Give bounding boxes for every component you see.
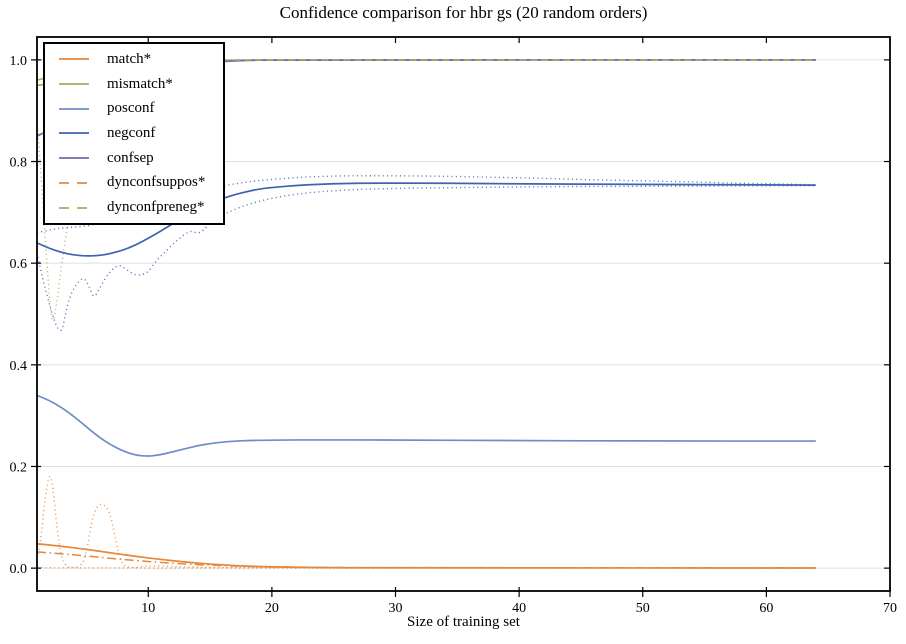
x-axis-label: Size of training set [407,614,520,630]
y-tick-label: 0.4 [10,359,28,374]
x-tick-label: 60 [759,601,773,616]
series-negconf [37,182,816,257]
x-tick-label: 10 [141,601,155,616]
legend-item-label: negconf [107,124,156,141]
x-tick-label: 50 [636,601,650,616]
legend-line-swatch [59,107,89,110]
y-tick-label: 0.6 [10,257,28,272]
axes-spines [36,36,891,592]
legend-item-label: mismatch* [107,75,173,92]
legend-item: mismatch* [55,72,223,96]
x-tick-label: 70 [883,601,897,616]
legend-item: dynconfsuppos* [55,171,223,195]
series-posconf [37,394,816,457]
x-tick-label: 40 [512,601,526,616]
legend-item: negconf [55,121,223,145]
legend-box: match* mismatch* posconf negconf confsep dync… [43,42,225,225]
legend-line-swatch [59,132,89,135]
x-tick-label: 30 [389,601,403,616]
chart-title: Confidence comparison for hbr gs (20 ran… [279,3,648,22]
series-negconf-lower-bound [37,184,816,332]
series-match* [37,542,816,569]
y-tick-label: 0.8 [10,156,28,171]
y-tick-label: 0.2 [10,460,28,475]
legend-line-swatch [59,182,89,184]
series-match*-upper-bound [37,475,816,569]
legend-item-label: posconf [107,100,155,117]
legend-item: confsep [55,146,223,170]
legend-item: posconf [55,97,223,121]
series-dynconfsuppos* [37,551,816,569]
legend-item: match* [55,47,223,71]
legend-line-swatch [59,58,89,61]
legend-item-label: dynconfsuppos* [107,174,206,191]
legend-item-label: confsep [107,149,154,166]
legend-line-swatch [59,83,89,85]
x-tick-label: 20 [265,601,279,616]
legend-item-label: dynconfpreneg* [107,199,205,216]
y-tick-label: 0.0 [10,562,28,577]
legend-item-label: match* [107,50,152,67]
y-tick-label: 1.0 [10,54,28,69]
legend-line-swatch [59,206,89,209]
legend-item: dynconfpreneg* [55,196,223,220]
legend-line-swatch [59,157,89,160]
